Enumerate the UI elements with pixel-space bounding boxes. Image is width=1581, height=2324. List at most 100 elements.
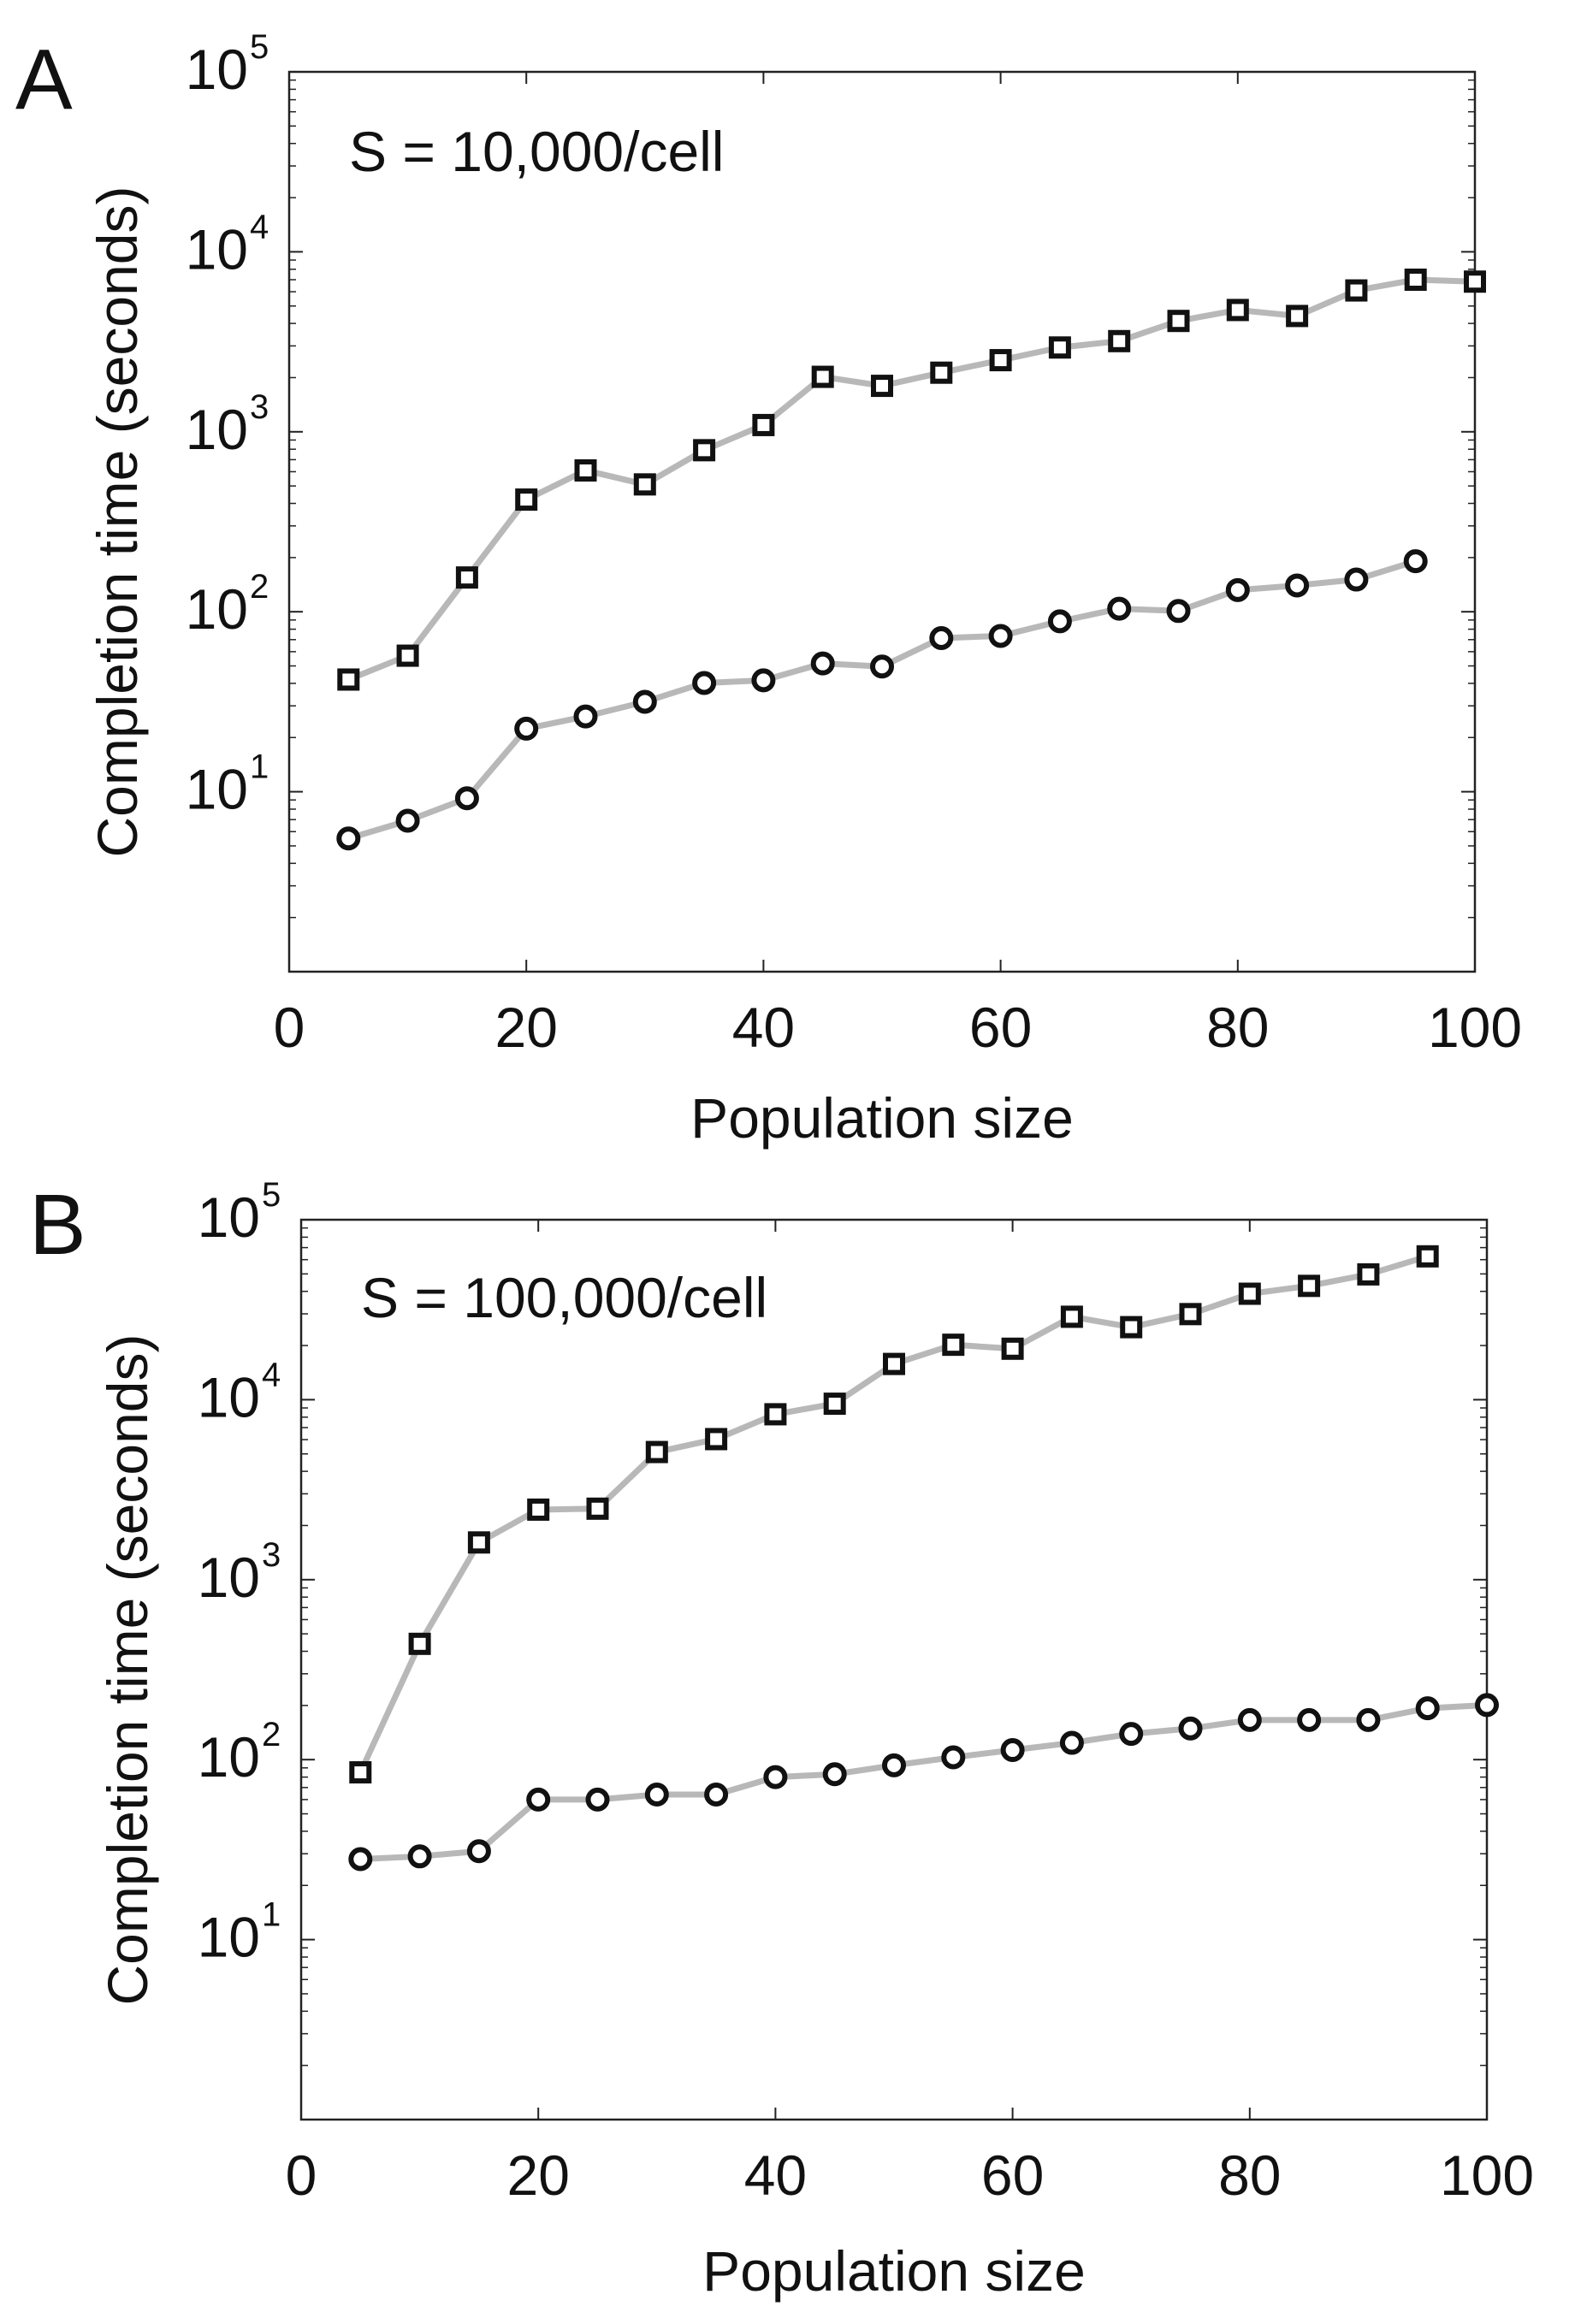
panel-a-square-point (1286, 305, 1309, 328)
panel-a-square-point (574, 458, 597, 482)
panel-a-circle-point (1166, 599, 1191, 624)
panel-b-annotation: S = 100,000/cell (361, 1266, 767, 1329)
panel-b-square-point (1357, 1263, 1380, 1286)
panel-b-square-point (883, 1352, 905, 1375)
panel-b-ytick-label-exp: 2 (262, 1716, 281, 1753)
panel-a-ytick-label-base: 10 (186, 577, 248, 641)
panel-a-letter: A (15, 32, 73, 127)
panel-b-square-point (1179, 1303, 1202, 1326)
panel-a-circle-point (632, 689, 657, 714)
panel-a-annotation: S = 10,000/cell (349, 120, 724, 183)
panel-b-xtick-label: 40 (744, 2144, 807, 2207)
panel-b-square-point (586, 1497, 609, 1520)
panel-b-circle-point (407, 1844, 432, 1869)
panel-a-circle-point (1107, 596, 1132, 621)
panel-a-square-point (989, 349, 1012, 372)
panel-a-ticks (288, 71, 1476, 973)
panel-b-ytick-label-base: 10 (198, 1365, 260, 1428)
panel-b-circle-point (822, 1762, 847, 1787)
panel-a-series-circles-line (347, 558, 1417, 842)
panel-b-circle-point (1059, 1730, 1084, 1755)
panel-b-ytick-label-base: 10 (198, 1906, 260, 1969)
panel-b-square-point (942, 1333, 965, 1357)
panel-b-xtick-label: 60 (981, 2144, 1044, 2207)
panel-b-circle-point (1000, 1738, 1025, 1763)
panel-a-ytick-label-base: 10 (186, 217, 248, 281)
panel-b-circle-point (585, 1787, 610, 1812)
panel-a-circle-point (1344, 567, 1369, 592)
panel-a-square-point (515, 488, 538, 512)
panel-b-series-circles-line (360, 1701, 1488, 1863)
panel-b-circle-point (1475, 1693, 1499, 1718)
panel-b-plot-frame (299, 1218, 1489, 2121)
panel-a-square-point (871, 375, 893, 398)
panel-b-square-point (1001, 1337, 1024, 1360)
panel-a-xtick-label: 0 (274, 996, 305, 1059)
panel-a-circle-point (514, 716, 539, 741)
panel-b-circle-point (941, 1745, 966, 1770)
panel-b-square-point (645, 1440, 668, 1464)
panel-a-square-point (1226, 299, 1249, 322)
panel-b-square-point (764, 1403, 787, 1426)
panel-b-circle-point (348, 1847, 373, 1872)
panel-b-square-point (1060, 1305, 1083, 1328)
panel-b-circle-point (704, 1782, 729, 1807)
panel-b-circle-point (1356, 1707, 1381, 1732)
panel-a-ylabel: Completion time (seconds) (86, 186, 149, 858)
panel-a-circle-point (751, 668, 776, 693)
panel-b-xtick-label: 100 (1440, 2144, 1534, 2207)
panel-a-square-point (1464, 270, 1486, 293)
panel-b-circle-point (763, 1765, 788, 1789)
panel-a-circle-point (870, 654, 894, 679)
panel-a-plot-frame (287, 70, 1477, 973)
panel-a-circle-point (573, 704, 598, 729)
panel-a-xtick-label: 80 (1206, 996, 1269, 1059)
panel-a-circle-point (810, 651, 835, 676)
panel-a-xtick-label: 60 (969, 996, 1032, 1059)
panel-a-square-point (396, 644, 419, 667)
panel-a-circle-point (454, 786, 479, 811)
panel-b-circle-point (1178, 1716, 1203, 1741)
panel-b: B S = 100,000/cell Population size Compl… (29, 1176, 1534, 2303)
panel-a-circle-point (692, 671, 717, 695)
panel-b-circle-point (1297, 1707, 1322, 1732)
panel-b-circle-point (526, 1787, 551, 1812)
panel-a-square-point (693, 439, 716, 462)
panel-b-square-point (705, 1428, 728, 1451)
panel-a-circle-point (395, 808, 420, 833)
panel-b-ytick-label-exp: 1 (262, 1896, 281, 1934)
panel-a-ytick-label-exp: 2 (250, 568, 269, 606)
panel-b-series (348, 1245, 1499, 1872)
panel-b-ylabel: Completion time (seconds) (96, 1334, 159, 2006)
panel-b-circle-point (644, 1782, 669, 1807)
panel-a-square-point (633, 473, 656, 496)
panel-b-xtick-label: 80 (1218, 2144, 1281, 2207)
panel-b-circle-point (1415, 1696, 1440, 1721)
panel-a-ytick-label-base: 10 (186, 758, 248, 821)
panel-b-square-point (1238, 1282, 1261, 1305)
panel-b-ytick-label-base: 10 (198, 1725, 260, 1789)
panel-b-ytick-label-exp: 3 (262, 1536, 281, 1574)
panel-a-xtick-label: 100 (1428, 996, 1522, 1059)
panel-a: A S = 10,000/cell Population size Comple… (15, 28, 1522, 1150)
panel-a-square-point (1167, 310, 1190, 333)
panel-b-square-point (349, 1761, 372, 1784)
panel-b-circle-point (466, 1839, 491, 1864)
panel-a-square-point (1048, 336, 1071, 359)
panel-a-square-point (930, 361, 953, 384)
panel-b-ytick-label-exp: 5 (262, 1176, 281, 1214)
panel-a-circle-point (1047, 609, 1072, 634)
panel-b-square-point (527, 1498, 550, 1521)
panel-b-xlabel: Population size (702, 2239, 1086, 2303)
panel-a-square-point (455, 566, 478, 589)
panel-b-series-squares-line (358, 1253, 1429, 1774)
panel-a-square-point (811, 365, 834, 388)
panel-b-square-point (467, 1531, 490, 1554)
panel-a-circle-point (1403, 549, 1428, 574)
panel-a-ytick-label-exp: 1 (250, 748, 269, 786)
panel-a-xtick-label: 20 (494, 996, 557, 1059)
panel-b-xtick-label: 0 (286, 2144, 317, 2207)
panel-a-square-point (752, 413, 775, 436)
